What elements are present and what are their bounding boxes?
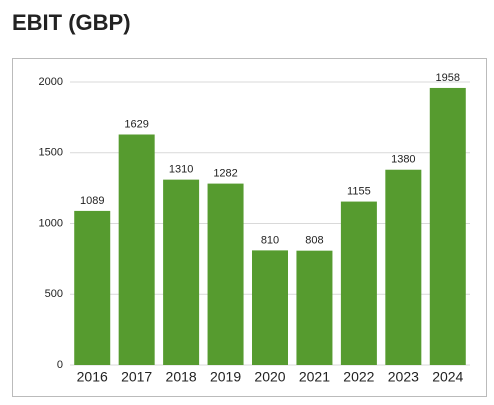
bar <box>385 169 422 365</box>
bar <box>207 183 244 365</box>
bar <box>296 250 333 365</box>
chart-frame <box>12 58 487 397</box>
y-tick-label: 500 <box>45 288 63 300</box>
value-label: 1380 <box>391 154 415 166</box>
y-tick-label: 1000 <box>39 217 63 229</box>
x-tick-label: 2024 <box>432 369 463 385</box>
bar <box>74 210 111 365</box>
x-tick-label: 2020 <box>254 369 285 385</box>
value-label: 1310 <box>169 164 193 176</box>
bar <box>163 179 200 365</box>
x-tick-label: 2019 <box>210 369 241 385</box>
y-tick-label: 2000 <box>39 76 63 88</box>
y-tick-label: 0 <box>57 359 63 371</box>
x-tick-label: 2016 <box>77 369 108 385</box>
bar <box>429 87 466 366</box>
bar <box>252 250 288 365</box>
value-label: 1089 <box>80 195 104 207</box>
value-label: 808 <box>305 235 323 247</box>
y-tick-label: 1500 <box>39 147 63 159</box>
x-tick-label: 2022 <box>343 369 374 385</box>
value-label: 1155 <box>347 185 371 197</box>
value-label: 810 <box>261 234 279 246</box>
x-tick-label: 2018 <box>166 369 197 385</box>
value-label: 1282 <box>213 168 237 180</box>
chart-title: EBIT (GBP) <box>12 10 131 35</box>
bar <box>340 201 377 365</box>
value-label: 1958 <box>436 72 460 84</box>
x-tick-label: 2023 <box>388 369 419 385</box>
bar <box>118 134 155 365</box>
x-tick-label: 2017 <box>121 369 152 385</box>
x-tick-label: 2021 <box>299 369 330 385</box>
value-label: 1629 <box>124 118 148 130</box>
